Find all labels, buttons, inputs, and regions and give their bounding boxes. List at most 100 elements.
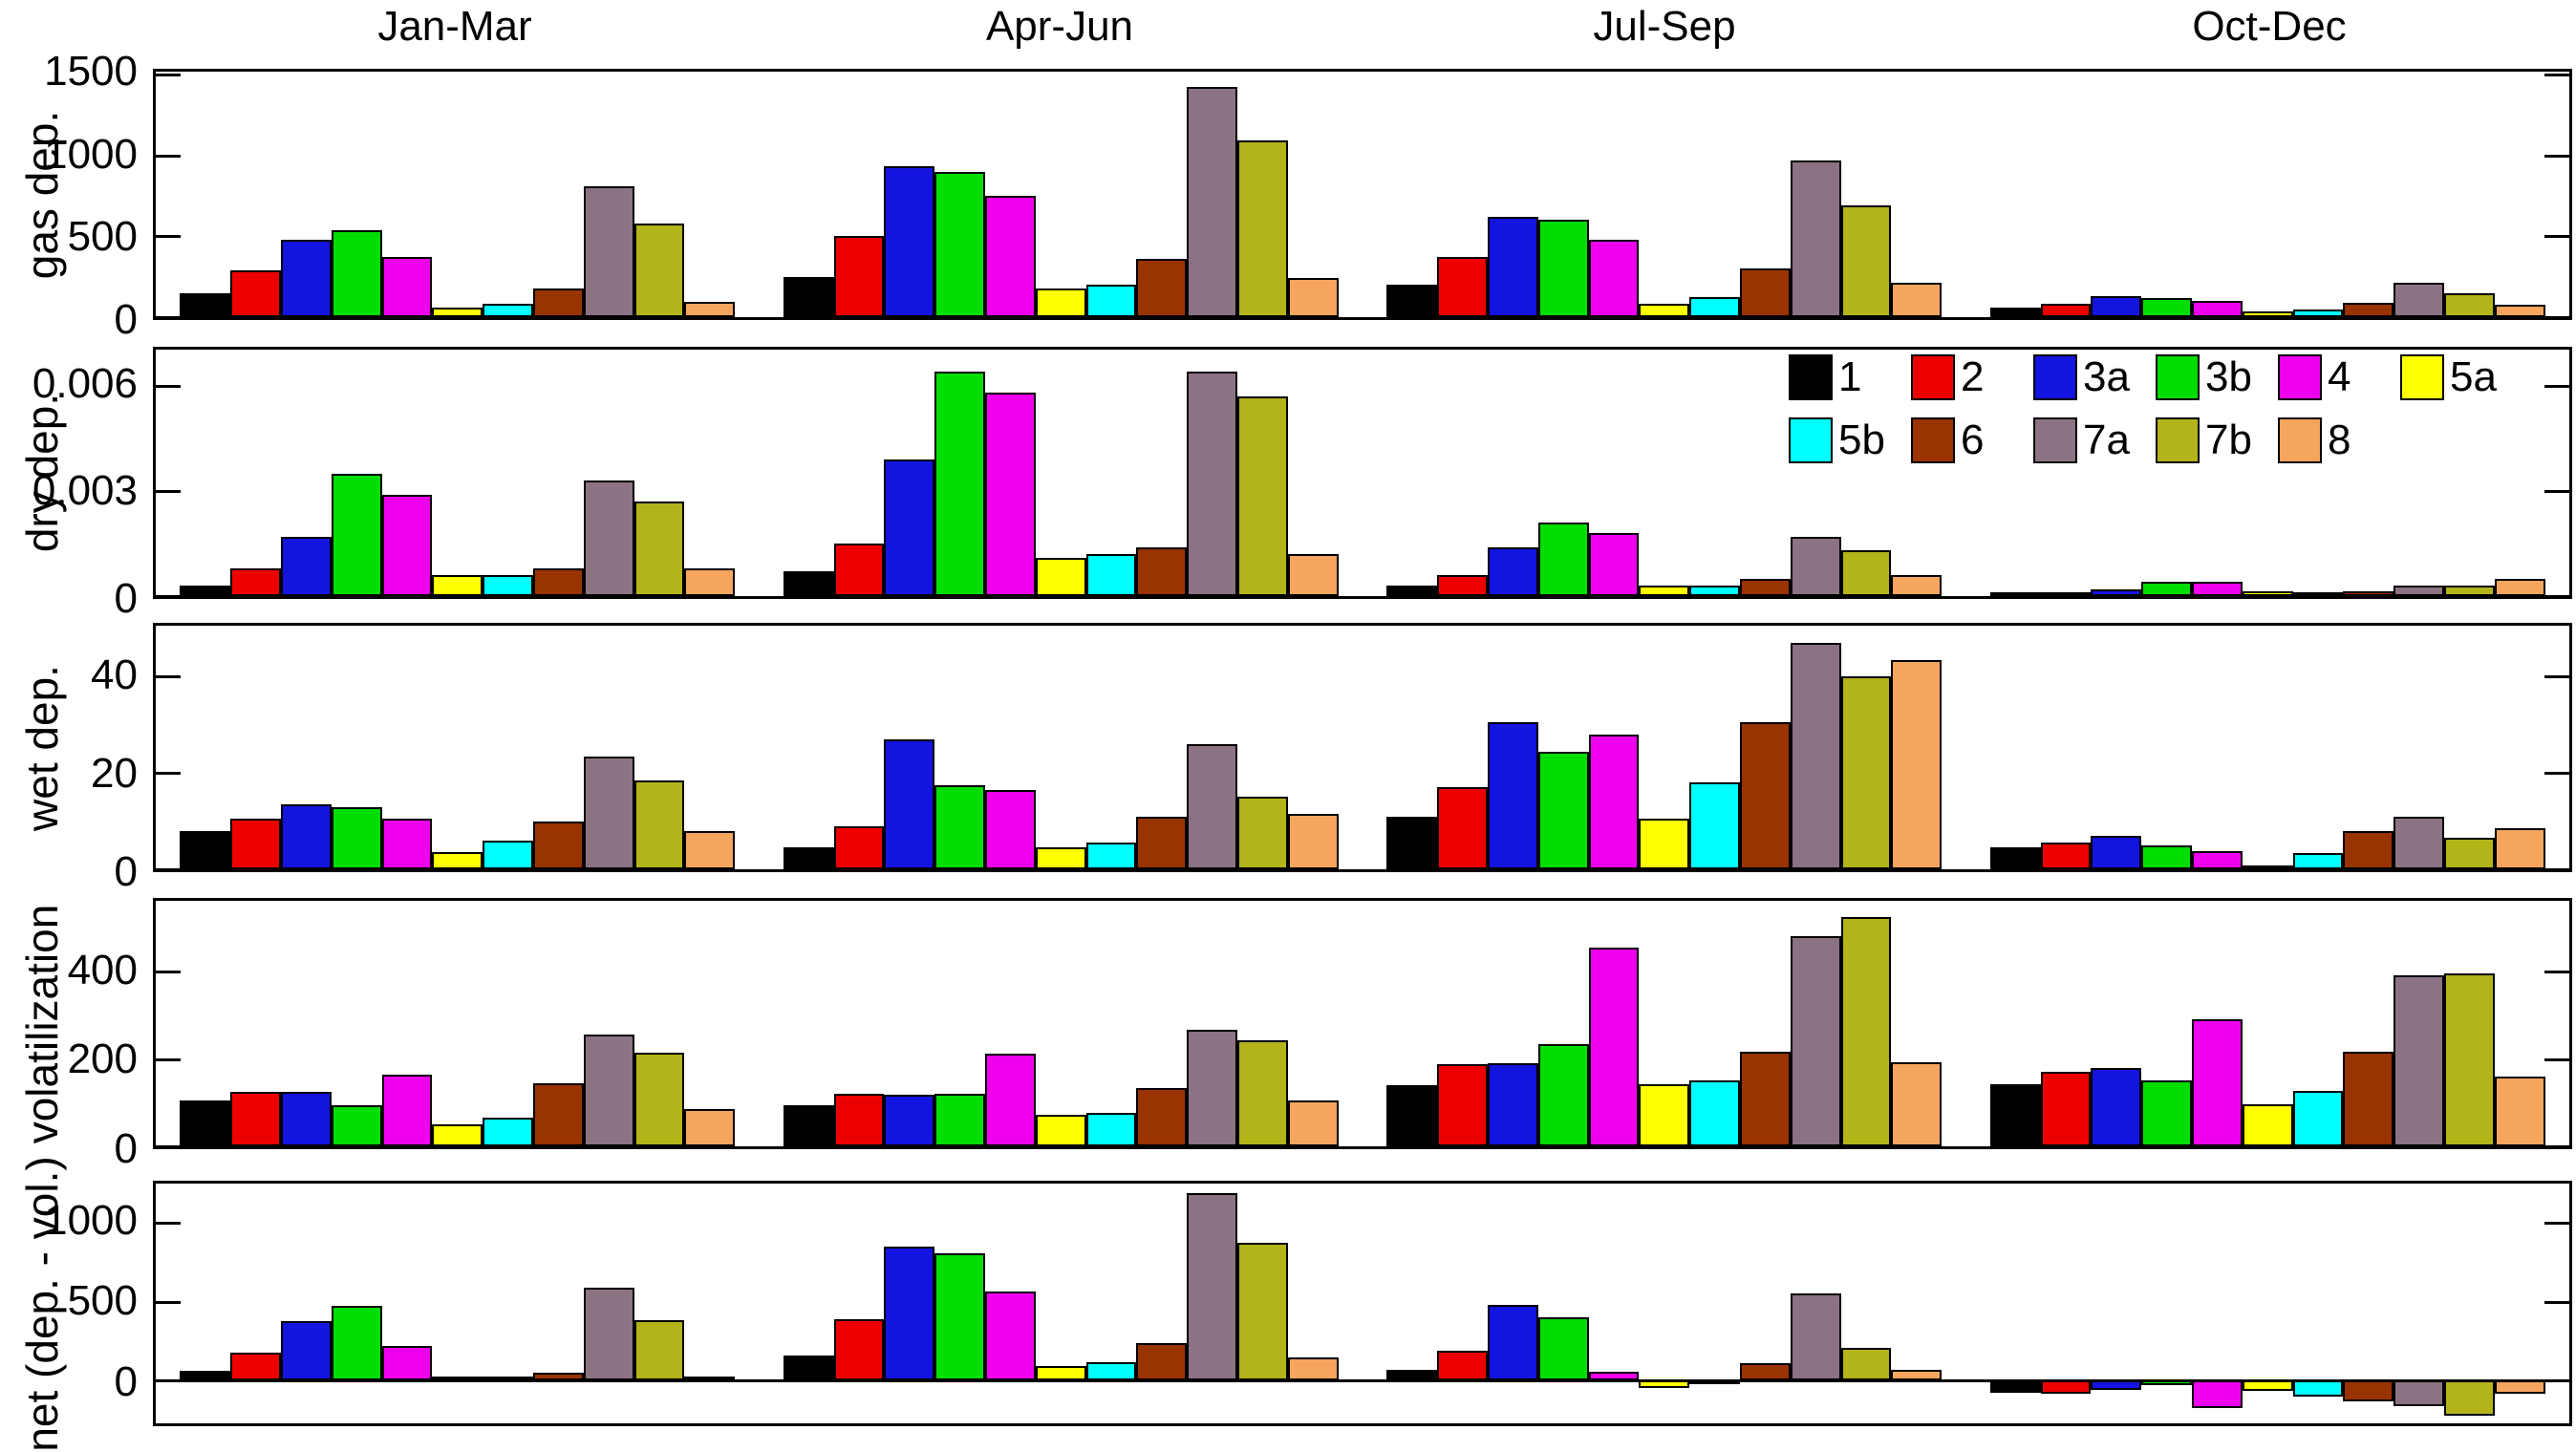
bar-series-6 bbox=[1739, 268, 1791, 317]
legend-item-7a: 7a bbox=[2033, 416, 2156, 464]
bar-series-2 bbox=[1437, 787, 1488, 869]
y-tick-mark bbox=[156, 1300, 181, 1304]
subplot-net-dep-vol- bbox=[153, 1181, 2572, 1426]
bar-series-2 bbox=[833, 1318, 885, 1381]
bar-series-5b bbox=[2292, 592, 2344, 596]
bar-series-6 bbox=[1739, 1052, 1791, 1146]
legend-item-5b: 5b bbox=[1789, 416, 1911, 464]
bar-series-6 bbox=[532, 567, 584, 596]
y-tick-mark bbox=[156, 1145, 181, 1148]
bar-series-4 bbox=[985, 1291, 1036, 1381]
bar-series-3b bbox=[934, 171, 986, 317]
bar-series-8 bbox=[1287, 1100, 1339, 1146]
bar-series-2 bbox=[230, 567, 281, 596]
zero-baseline bbox=[156, 1379, 2569, 1383]
bar-series-7b bbox=[2444, 838, 2495, 869]
y-tick-mark bbox=[156, 489, 181, 493]
bar-series-2 bbox=[2040, 303, 2092, 317]
bar-group-oct-dec bbox=[1966, 350, 2570, 596]
legend-label: 2 bbox=[1961, 353, 1985, 400]
y-tick-label: 0 bbox=[114, 1125, 138, 1172]
bar-series-7a bbox=[2394, 283, 2445, 317]
bar-series-3b bbox=[331, 1306, 382, 1381]
bar-series-2 bbox=[833, 825, 885, 869]
bar-series-8 bbox=[1891, 574, 1943, 596]
bar-series-5b bbox=[1689, 782, 1740, 869]
bar-series-7a bbox=[1187, 1192, 1238, 1381]
subplot-dry-dep- bbox=[153, 347, 2572, 599]
legend-label: 7a bbox=[2083, 416, 2130, 463]
bar-series-6 bbox=[2343, 830, 2394, 869]
bar-series-3b bbox=[1537, 1317, 1589, 1381]
bar-series-6 bbox=[532, 288, 584, 317]
bar-series-1 bbox=[783, 1355, 834, 1381]
bar-series-6 bbox=[532, 1082, 584, 1146]
bar-series-2 bbox=[833, 543, 885, 596]
bar-groups bbox=[156, 350, 2569, 596]
legend-item-1: 1 bbox=[1789, 353, 1911, 401]
legend-swatch-3b bbox=[2156, 354, 2200, 400]
bar-series-3b bbox=[1537, 751, 1589, 869]
bar-series-5a bbox=[432, 574, 483, 596]
bar-series-3b bbox=[331, 1104, 382, 1146]
y-tick-label: 0.003 bbox=[32, 467, 138, 515]
y-tick-label: 0 bbox=[114, 296, 138, 343]
bar-group-jul-sep bbox=[1363, 626, 1966, 869]
y-tick-mark bbox=[156, 154, 181, 158]
bar-series-7b bbox=[2444, 586, 2495, 596]
bar-group-apr-jun bbox=[760, 1184, 1363, 1423]
bar-series-1 bbox=[1989, 847, 2041, 869]
bar-series-7a bbox=[583, 185, 634, 317]
bar-series-2 bbox=[1437, 574, 1488, 596]
bar-series-4 bbox=[381, 819, 433, 869]
bar-series-2 bbox=[2040, 1072, 2092, 1146]
bar-series-4 bbox=[381, 257, 433, 317]
bar-series-1 bbox=[1386, 285, 1438, 317]
bar-group-jan-mar bbox=[156, 626, 760, 869]
bar-series-7b bbox=[1237, 1039, 1288, 1146]
bar-series-7a bbox=[583, 1035, 634, 1146]
bar-series-3b bbox=[934, 1253, 986, 1381]
bar-series-8 bbox=[1287, 553, 1339, 596]
bar-series-5a bbox=[1639, 1084, 1690, 1146]
bar-group-jul-sep bbox=[1363, 901, 1966, 1146]
bar-series-5b bbox=[1689, 1079, 1740, 1146]
bar-series-6 bbox=[1739, 722, 1791, 869]
bar-series-7a bbox=[583, 1287, 634, 1381]
bar-series-7b bbox=[1237, 140, 1288, 317]
bar-series-4 bbox=[1588, 734, 1640, 869]
subplot-wet-dep- bbox=[153, 623, 2572, 872]
bar-series-3a bbox=[884, 459, 935, 596]
legend-item-3b: 3b bbox=[2156, 353, 2278, 401]
y-tick-mark bbox=[2544, 772, 2569, 776]
bar-series-1 bbox=[1989, 592, 2041, 596]
y-tick-mark bbox=[156, 772, 181, 776]
y-tick-label: 500 bbox=[67, 1277, 138, 1325]
bar-series-3a bbox=[1487, 1063, 1538, 1146]
bar-series-8 bbox=[2494, 1076, 2545, 1146]
y-tick-mark bbox=[156, 1221, 181, 1225]
bar-series-4 bbox=[2192, 582, 2243, 596]
bar-series-3b bbox=[934, 372, 986, 596]
bar-series-6 bbox=[2343, 302, 2394, 317]
bar-series-1 bbox=[1386, 816, 1438, 869]
bar-series-5a bbox=[2242, 1104, 2293, 1146]
y-tick-label: 500 bbox=[67, 213, 138, 261]
bar-group-jul-sep bbox=[1363, 350, 1966, 596]
legend-item-6: 6 bbox=[1911, 416, 2033, 464]
bar-series-6 bbox=[2343, 1052, 2394, 1146]
y-tick-mark bbox=[2544, 595, 2569, 598]
bar-groups bbox=[156, 626, 2569, 869]
bar-group-jan-mar bbox=[156, 901, 760, 1146]
legend-item-5a: 5a bbox=[2400, 353, 2522, 401]
bar-series-7b bbox=[1237, 1243, 1288, 1381]
legend-label: 1 bbox=[1838, 353, 1862, 400]
bar-group-jul-sep bbox=[1363, 1184, 1966, 1423]
bar-series-1 bbox=[1386, 586, 1438, 596]
bar-series-5a bbox=[1035, 1114, 1086, 1146]
legend-swatch-5b bbox=[1789, 417, 1833, 463]
y-tick-label: 0 bbox=[114, 575, 138, 622]
bar-series-7a bbox=[2394, 974, 2445, 1146]
legend-label: 8 bbox=[2328, 416, 2351, 463]
bar-series-3b bbox=[331, 229, 382, 317]
